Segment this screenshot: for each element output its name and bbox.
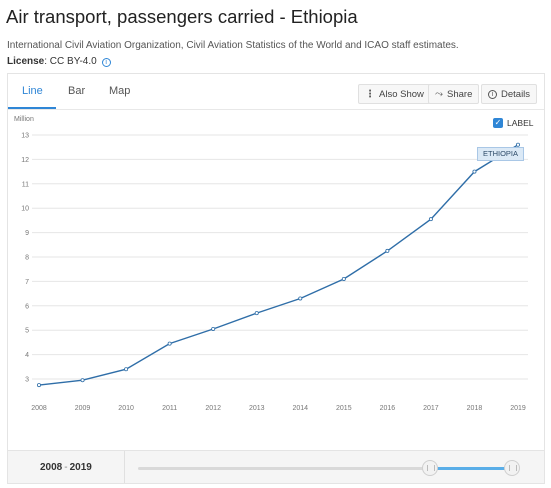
share-label: Share	[447, 88, 473, 100]
footer-divider	[124, 451, 125, 483]
info-icon[interactable]: i	[101, 58, 111, 67]
details-button[interactable]: i Details	[481, 84, 538, 104]
tab-map[interactable]: Map	[109, 85, 131, 97]
also-show-label: Also Show	[379, 88, 424, 100]
page-title: Air transport, passengers carried - Ethi…	[6, 6, 358, 27]
range-display: 2008-2019	[40, 462, 92, 473]
tab-bar: Line Bar Map ⋮ Also Show ⤳ Share i Detai…	[8, 74, 544, 110]
more-dots-icon: ⋮	[365, 88, 375, 100]
license-line: License: CC BY-4.0 i	[7, 56, 111, 67]
range-slider-track[interactable]	[138, 467, 518, 470]
range-footer: 2008-2019	[7, 451, 545, 484]
series-label-tag: ETHIOPIA	[477, 147, 525, 161]
range-slider-end-handle[interactable]	[504, 460, 520, 476]
chart-panel: Line Bar Map ⋮ Also Show ⤳ Share i Detai…	[7, 73, 545, 451]
details-info-icon: i	[488, 89, 497, 99]
share-icon: ⤳	[435, 88, 443, 100]
active-tab-indicator	[8, 107, 56, 109]
details-label: Details	[501, 88, 531, 100]
tab-line[interactable]: Line	[22, 85, 43, 97]
range-slider-fill	[430, 467, 512, 470]
tab-bar-chart[interactable]: Bar	[68, 85, 86, 97]
range-separator: -	[64, 462, 68, 473]
range-end: 2019	[69, 462, 92, 473]
source-note: International Civil Aviation Organizatio…	[7, 40, 459, 51]
also-show-button[interactable]: ⋮ Also Show	[358, 84, 431, 104]
range-start: 2008	[40, 462, 63, 473]
license-label: License	[7, 56, 45, 67]
label-toggle-text: LABEL	[507, 118, 534, 128]
range-slider-start-handle[interactable]	[422, 460, 438, 476]
license-value: : CC BY-4.0	[44, 56, 97, 67]
label-checkbox[interactable]: ✓	[493, 118, 503, 128]
label-toggle[interactable]: ✓ LABEL	[493, 118, 533, 128]
share-button[interactable]: ⤳ Share	[428, 84, 480, 104]
